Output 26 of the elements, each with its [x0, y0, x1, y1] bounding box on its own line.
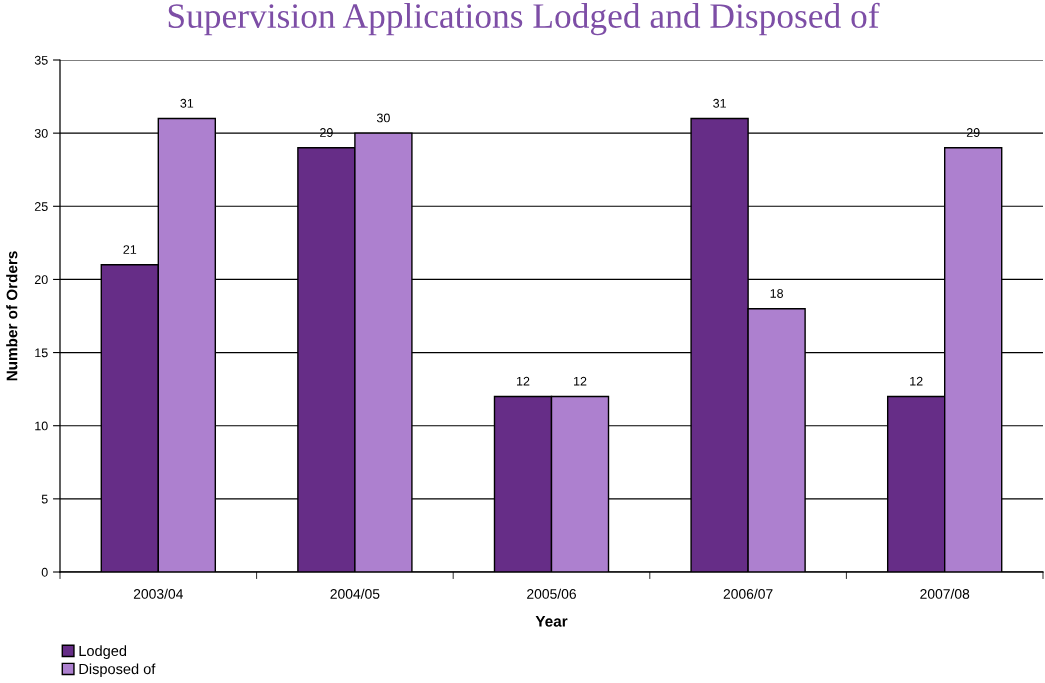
- data-label: 12: [516, 376, 530, 386]
- data-label: 12: [574, 376, 587, 386]
- data-label: 21: [123, 245, 137, 254]
- data-label: 30: [376, 113, 390, 123]
- y-tick-label: 30: [34, 128, 48, 138]
- x-tick-label: 2007/08: [920, 588, 970, 599]
- data-label: 31: [180, 98, 194, 108]
- data-label: 18: [770, 289, 784, 298]
- x-tick-label: 2003/04: [133, 588, 183, 599]
- legend-label: Lodged: [79, 645, 127, 659]
- x-axis-title: Year: [535, 616, 568, 627]
- x-tick-label: 2006/07: [723, 588, 773, 599]
- y-tick-label: 20: [34, 275, 48, 285]
- data-label: 12: [910, 376, 923, 386]
- chart-title: Supervision Applications Lodged and Disposed of: [168, 2, 880, 36]
- x-tick-label: 2004/05: [330, 588, 380, 599]
- y-tick-label: 25: [34, 202, 48, 211]
- x-tick-label: 2005/06: [527, 588, 576, 599]
- y-axis-title: Number of Orders: [6, 251, 18, 381]
- y-tick-label: 35: [34, 55, 48, 65]
- y-tick-label: 5: [41, 494, 48, 504]
- y-tick-label: 10: [35, 421, 48, 431]
- legend-label: Disposed of: [79, 663, 156, 678]
- y-tick-label: 0: [41, 567, 48, 577]
- data-label: 31: [713, 98, 726, 108]
- y-tick-label: 15: [35, 348, 48, 358]
